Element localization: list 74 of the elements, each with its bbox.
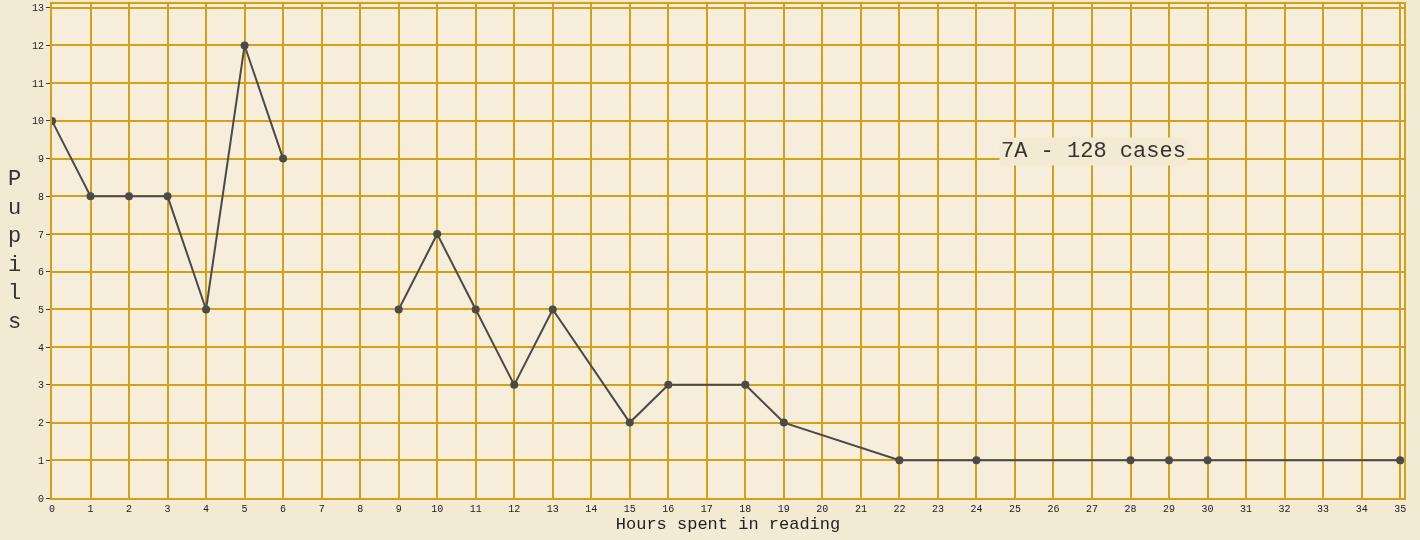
y-tick-label: 7 [37, 229, 44, 241]
point [240, 41, 249, 50]
point [664, 380, 673, 389]
point [779, 418, 788, 427]
point [86, 192, 95, 201]
x-tick-label: 32 [1278, 504, 1291, 515]
point [433, 230, 442, 239]
x-tick-label: 12 [508, 504, 521, 515]
x-tick-label: 19 [777, 504, 790, 515]
y-tick-label: 0 [37, 493, 44, 505]
x-tick-label: 15 [623, 504, 636, 515]
x-tick-label: 24 [970, 504, 983, 515]
y-tick-label: 3 [37, 380, 44, 392]
x-tick-label: 17 [700, 504, 713, 515]
x-tick-label: 22 [893, 504, 906, 515]
y-tick-label: 13 [31, 3, 44, 15]
y-tick-label: 4 [37, 342, 44, 354]
y-tick-label: 8 [37, 191, 44, 203]
x-tick-label: 33 [1317, 504, 1330, 515]
x-tick-label: 21 [854, 504, 867, 515]
x-tick-label: 0 [48, 504, 56, 515]
x-tick-label: 5 [241, 504, 248, 515]
annotation: 7A - 128 cases [1001, 139, 1186, 164]
x-tick-label: 3 [164, 504, 171, 515]
x-tick-label: 28 [1124, 504, 1137, 515]
point [625, 418, 634, 427]
x-tick-label: 27 [1085, 504, 1099, 515]
point [1203, 456, 1212, 465]
y-tick-label: 2 [37, 418, 44, 430]
y-tick-label: 12 [31, 40, 44, 52]
x-tick-label: 16 [662, 504, 675, 515]
point [1126, 456, 1135, 465]
point [895, 456, 904, 465]
x-tick-label: 13 [546, 504, 559, 515]
x-tick-label: 4 [203, 504, 210, 515]
y-axis-title: Pupils [8, 167, 22, 335]
x-tick-label: 29 [1163, 504, 1176, 515]
x-tick-label: 18 [739, 504, 752, 515]
x-tick-label: 14 [585, 504, 598, 515]
point [125, 192, 134, 201]
x-tick-label: 7 [318, 504, 325, 515]
x-axis-title: Hours spent in reading [615, 515, 841, 534]
x-tick-label: 11 [469, 504, 482, 515]
point [1165, 456, 1174, 465]
y-tick-label: 5 [37, 304, 44, 316]
point [279, 154, 288, 163]
x-tick-label: 26 [1047, 504, 1060, 515]
y-tick-label: 10 [31, 116, 44, 128]
x-tick-label: 6 [280, 504, 287, 515]
y-tick-label: 6 [37, 267, 44, 279]
point [741, 380, 750, 389]
x-tick-label: 30 [1201, 504, 1214, 515]
point [972, 456, 981, 465]
y-tick-label: 9 [37, 154, 44, 166]
point [471, 305, 480, 314]
x-tick-label: 10 [431, 504, 444, 515]
point [394, 305, 403, 314]
point [163, 192, 172, 201]
x-tick-label: 25 [1008, 504, 1021, 515]
x-tick-label: 8 [357, 504, 364, 515]
x-tick-label: 9 [395, 504, 402, 515]
point [548, 305, 557, 314]
point [1396, 456, 1404, 465]
x-tick-label: 2 [126, 504, 133, 515]
x-tick-label: 20 [816, 504, 829, 515]
x-tick-label: 23 [931, 504, 944, 515]
x-tick-label: 31 [1240, 504, 1253, 515]
y-tick-label: 1 [37, 455, 44, 467]
x-tick-label: 34 [1355, 504, 1368, 515]
point [202, 305, 211, 314]
x-tick-label: 35 [1394, 504, 1407, 515]
x-tick-label: 1 [87, 504, 94, 515]
point [510, 380, 519, 389]
y-tick-label: 11 [31, 78, 44, 90]
